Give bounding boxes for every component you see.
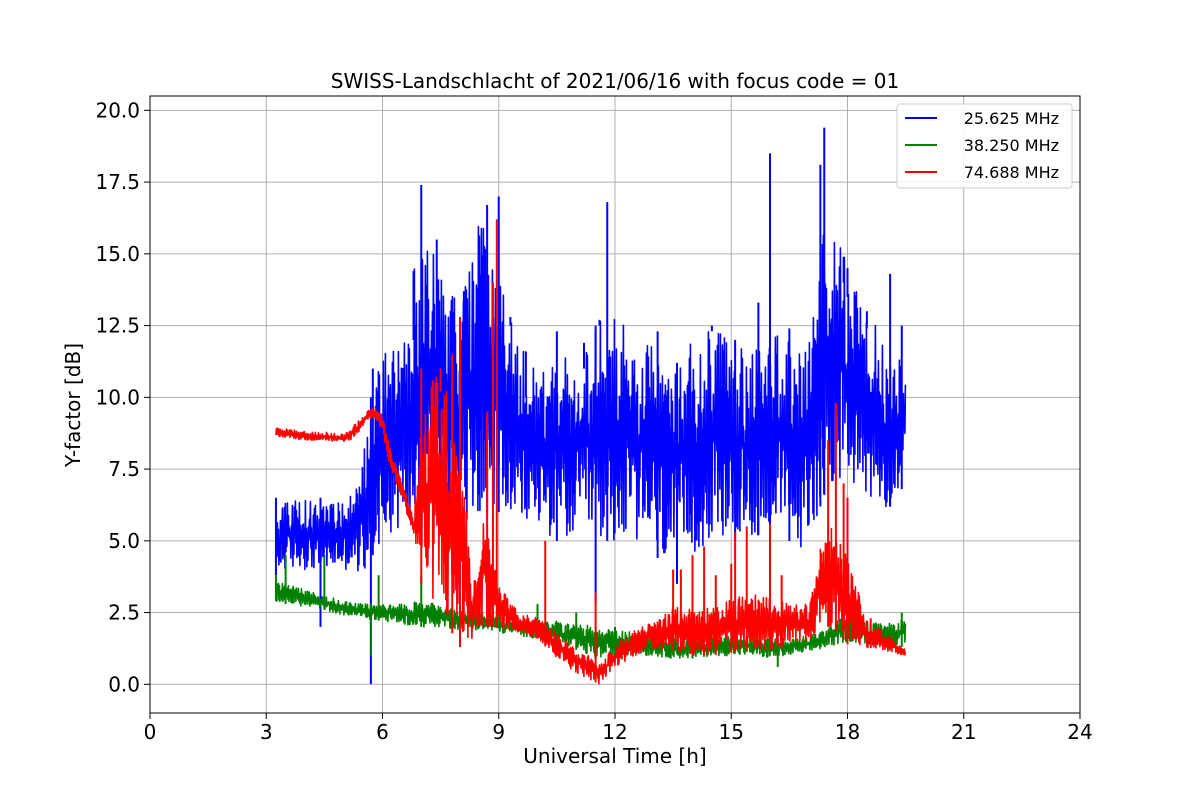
y-tick-label: 17.5	[95, 170, 140, 194]
y-tick-label: 7.5	[108, 457, 140, 481]
chart-title: SWISS-Landschlacht of 2021/06/16 with fo…	[331, 69, 899, 93]
x-tick-label: 18	[835, 720, 860, 744]
series-line	[275, 225, 907, 572]
y-tick-label: 12.5	[95, 314, 140, 338]
x-tick-label: 3	[260, 720, 273, 744]
x-tick-label: 6	[376, 720, 389, 744]
y-tick-label: 15.0	[95, 242, 140, 266]
y-axis-label: Y-factor [dB]	[61, 343, 85, 468]
y-tick-label: 2.5	[108, 601, 140, 625]
legend-entry: 38.250 MHz	[964, 136, 1059, 155]
x-tick-label: 9	[492, 720, 505, 744]
legend-box	[896, 103, 1073, 189]
legend: 25.625 MHz 38.250 MHz 74.688 MHz	[896, 103, 1073, 189]
series-line	[275, 376, 907, 685]
x-tick-label: 12	[602, 720, 627, 744]
legend-entry: 74.688 MHz	[964, 163, 1059, 182]
series-3	[275, 219, 907, 685]
y-tick-label: 0.0	[108, 672, 140, 696]
y-tick-label: 20.0	[95, 98, 140, 122]
y-tick-label: 5.0	[108, 529, 140, 553]
y-tick-label: 10.0	[95, 385, 140, 409]
x-tick-label: 15	[719, 720, 744, 744]
series-layer	[274, 127, 907, 685]
series-line	[275, 582, 907, 659]
x-axis-label: Universal Time [h]	[523, 744, 706, 768]
series-1	[274, 127, 907, 685]
legend-entry: 25.625 MHz	[964, 109, 1059, 128]
x-tick-label: 0	[144, 720, 157, 744]
x-tick-label: 21	[951, 720, 976, 744]
axis-ticks: 0 3 6 9 12 15 18 21 24 0.0 2.5 5.0 7.5 10.0 12.5 15.0 17…	[95, 98, 1092, 744]
x-tick-label: 24	[1067, 720, 1092, 744]
